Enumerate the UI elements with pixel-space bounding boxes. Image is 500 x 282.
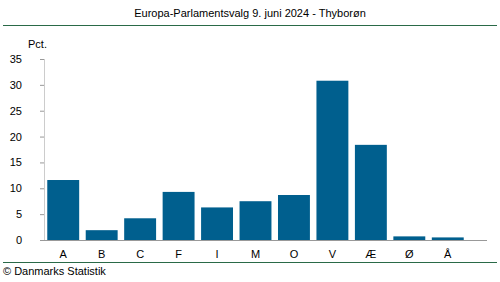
x-axis (40, 240, 487, 241)
bar (432, 237, 464, 240)
x-tick-label: M (251, 248, 260, 260)
x-tick-label: I (216, 248, 219, 260)
y-tick-label: 0 (16, 234, 22, 246)
x-tick-label: O (290, 248, 299, 260)
x-tick-label: V (329, 248, 337, 260)
chart: Europa-Parlamentsvalg 9. juni 2024 - Thy… (0, 0, 500, 282)
bar (201, 207, 233, 240)
y-tick (40, 214, 44, 215)
y-tick-label: 5 (16, 208, 22, 220)
title: Europa-Parlamentsvalg 9. juni 2024 - Thy… (134, 7, 366, 19)
y-tick (40, 188, 44, 189)
bar (86, 230, 118, 240)
x-tick-label: Ø (405, 248, 414, 260)
x-tick-label: Æ (365, 248, 376, 260)
bar (163, 192, 195, 240)
bar (393, 236, 425, 240)
x-tick-label: B (98, 248, 105, 260)
y-tick-label: 15 (10, 156, 22, 168)
y-tick-label: 25 (10, 105, 22, 117)
top-rule (3, 25, 497, 26)
bar (124, 218, 156, 240)
y-tick (40, 162, 44, 163)
y-tick (40, 59, 44, 60)
y-tick-label: 20 (10, 131, 22, 143)
bottom-rule (3, 262, 497, 263)
x-tick-label: F (175, 248, 182, 260)
bar (47, 180, 79, 240)
bar (278, 195, 310, 240)
y-axis (44, 59, 45, 240)
bar (240, 201, 272, 240)
y-tick (40, 85, 44, 86)
bar (316, 81, 348, 240)
y-tick-label: 10 (10, 182, 22, 194)
y-tick-label: 35 (10, 53, 22, 65)
x-tick-label: C (136, 248, 144, 260)
y-axis-label: Pct. (28, 38, 47, 50)
bars (47, 81, 463, 240)
bar (355, 145, 387, 240)
y-tick-label: 30 (10, 79, 22, 91)
y-tick (40, 111, 44, 112)
source: © Danmarks Statistik (3, 265, 106, 277)
x-tick-label: Å (444, 248, 452, 260)
x-tick-label: A (60, 248, 68, 260)
y-tick (40, 137, 44, 138)
